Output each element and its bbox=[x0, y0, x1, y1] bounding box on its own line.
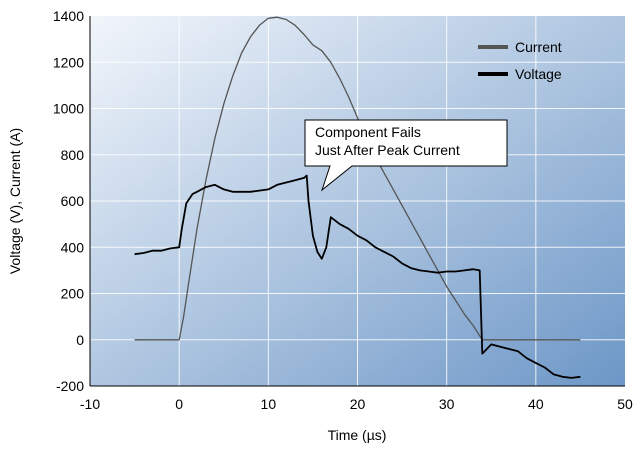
x-axis-label: Time (µs) bbox=[328, 427, 387, 443]
x-tick-label: 40 bbox=[528, 396, 544, 412]
series-line-current bbox=[134, 16, 581, 341]
callout-bubble bbox=[304, 119, 508, 192]
x-tick-label: 50 bbox=[617, 396, 633, 412]
y-tick-label: 1400 bbox=[53, 8, 84, 24]
y-tick-label: 1200 bbox=[53, 54, 84, 70]
y-tick-label: 0 bbox=[76, 332, 84, 348]
callout-line-1: Component Fails bbox=[315, 124, 421, 140]
y-tick-label: 600 bbox=[61, 193, 85, 209]
axes: -10 0 10 20 30 40 50 -200 0 200 400 600 800 1000 1200 1… bbox=[53, 8, 633, 412]
y-tick-label: 400 bbox=[61, 239, 85, 255]
callout-line-2: Just After Peak Current bbox=[315, 142, 460, 158]
x-tick-label: 30 bbox=[439, 396, 455, 412]
y-tick-label: 1000 bbox=[53, 101, 84, 117]
y-tick-label: 200 bbox=[61, 286, 85, 302]
y-axis-label: Voltage (V), Current (A) bbox=[7, 128, 23, 274]
x-tick-label: -10 bbox=[80, 396, 100, 412]
y-tick-label: -200 bbox=[56, 378, 84, 394]
series-lines bbox=[134, 16, 581, 379]
x-tick-label: 20 bbox=[350, 396, 366, 412]
y-tick-label: 800 bbox=[61, 147, 85, 163]
legend-label-current: Current bbox=[515, 39, 562, 55]
x-tick-label: 0 bbox=[175, 396, 183, 412]
legend: Current Voltage bbox=[478, 39, 562, 82]
annotation-callout: Component Fails Just After Peak Current bbox=[304, 119, 508, 192]
series-line-voltage bbox=[134, 174, 581, 379]
legend-label-voltage: Voltage bbox=[515, 66, 562, 82]
x-tick-label: 10 bbox=[261, 396, 277, 412]
